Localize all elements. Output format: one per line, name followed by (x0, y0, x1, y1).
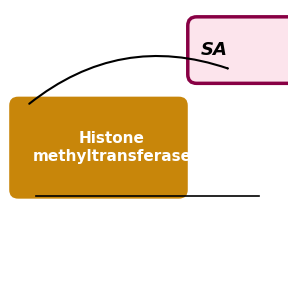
FancyBboxPatch shape (188, 17, 288, 83)
FancyBboxPatch shape (9, 97, 188, 199)
Text: SA: SA (201, 41, 228, 59)
FancyArrowPatch shape (29, 56, 228, 104)
Text: Histone
methyltransferase: Histone methyltransferase (32, 131, 192, 164)
